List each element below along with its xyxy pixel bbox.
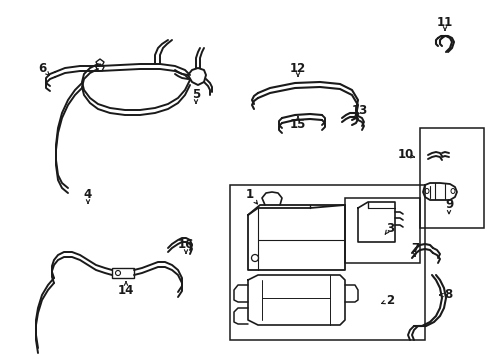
Bar bbox=[419, 128, 483, 228]
Text: 6: 6 bbox=[38, 62, 46, 75]
Text: 14: 14 bbox=[118, 284, 134, 297]
Text: 7: 7 bbox=[410, 242, 418, 255]
Text: 1: 1 bbox=[245, 189, 254, 202]
Bar bbox=[345, 198, 419, 263]
Text: 9: 9 bbox=[444, 198, 452, 211]
Text: 4: 4 bbox=[84, 189, 92, 202]
Text: 2: 2 bbox=[385, 293, 393, 306]
Text: 15: 15 bbox=[289, 118, 305, 131]
Text: 5: 5 bbox=[191, 89, 200, 102]
Text: 13: 13 bbox=[351, 104, 367, 117]
Bar bbox=[112, 268, 134, 278]
Text: 16: 16 bbox=[178, 238, 194, 252]
Bar bbox=[229, 185, 424, 340]
Text: 12: 12 bbox=[289, 62, 305, 75]
Text: 11: 11 bbox=[436, 15, 452, 28]
Text: 10: 10 bbox=[397, 148, 413, 162]
Text: 8: 8 bbox=[443, 288, 451, 302]
Text: 3: 3 bbox=[385, 221, 393, 234]
